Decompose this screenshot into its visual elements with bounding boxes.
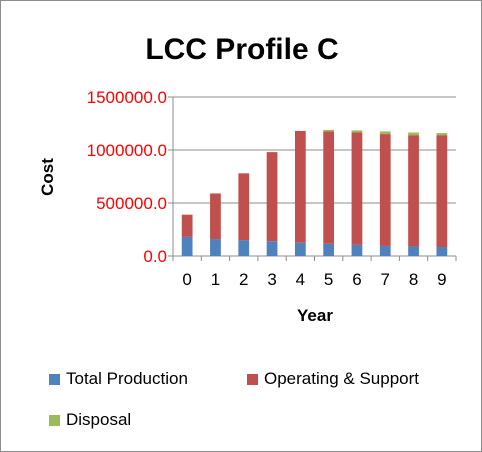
bar-disposal-7 [379, 131, 391, 135]
bar-total-production-4 [294, 242, 306, 256]
legend-item-disposal: Disposal [49, 410, 131, 430]
bar-operating-support-8 [408, 135, 419, 247]
legend-swatch-operating-support [247, 373, 258, 385]
x-tick-label-5: 5 [324, 270, 333, 289]
legend-item-operating-support: Operating & Support [247, 369, 419, 389]
x-tick-label-0: 0 [182, 270, 191, 289]
x-tick-label-1: 1 [211, 270, 220, 289]
bar-operating-support-1 [210, 193, 221, 240]
x-tick-label-2: 2 [239, 270, 248, 289]
x-tick-label-7: 7 [381, 270, 390, 289]
x-tick-label-9: 9 [437, 270, 446, 289]
bar-disposal-6 [351, 130, 363, 133]
legend-label-total-production: Total Production [66, 369, 188, 388]
bar-operating-support-7 [379, 134, 391, 246]
x-tick-label-4: 4 [296, 270, 305, 289]
bar-operating-support-5 [323, 131, 335, 244]
x-tick-label-3: 3 [267, 270, 276, 289]
bar-total-production-1 [210, 239, 221, 256]
y-tick-label-3: 1500000.0 [87, 88, 167, 107]
bar-operating-support-6 [351, 132, 363, 245]
bar-operating-support-3 [266, 152, 278, 242]
y-tick-label-0: 0.0 [143, 247, 167, 266]
bar-total-production-0 [181, 236, 193, 256]
bar-total-production-3 [266, 241, 278, 256]
legend-swatch-disposal [49, 414, 60, 426]
bar-total-production-8 [408, 246, 419, 256]
legend-label-disposal: Disposal [66, 410, 132, 429]
chart-title: LCC Profile C [145, 33, 338, 66]
y-tick-label-1: 500000.0 [96, 194, 167, 213]
bar-operating-support-2 [238, 173, 250, 241]
bar-disposal-8 [408, 132, 419, 136]
bar-operating-support-9 [436, 135, 448, 247]
bar-operating-support-0 [181, 214, 193, 237]
bar-total-production-9 [436, 246, 448, 256]
y-axis-label: Cost [38, 158, 57, 196]
bar-total-production-6 [351, 244, 363, 256]
x-tick-label-8: 8 [409, 270, 418, 289]
plot-area: 0.0 500000.0 1000000.0 1500000.0 0 1 2 3 4 5 6 7 8 9 [87, 88, 457, 289]
bar-disposal-9 [436, 133, 448, 136]
legend-label-operating-support: Operating & Support [264, 369, 419, 388]
x-tick-label-6: 6 [352, 270, 361, 289]
bar-disposal-5 [323, 129, 335, 132]
legend-item-total-production: Total Production [49, 369, 188, 389]
y-tick-label-2: 1000000.0 [87, 141, 167, 160]
bar-total-production-7 [379, 245, 391, 256]
bar-total-production-5 [323, 243, 335, 256]
bar-total-production-2 [238, 240, 250, 256]
legend-swatch-total-production [49, 373, 60, 385]
x-axis-label: Year [297, 306, 333, 325]
bar-operating-support-4 [294, 130, 306, 243]
